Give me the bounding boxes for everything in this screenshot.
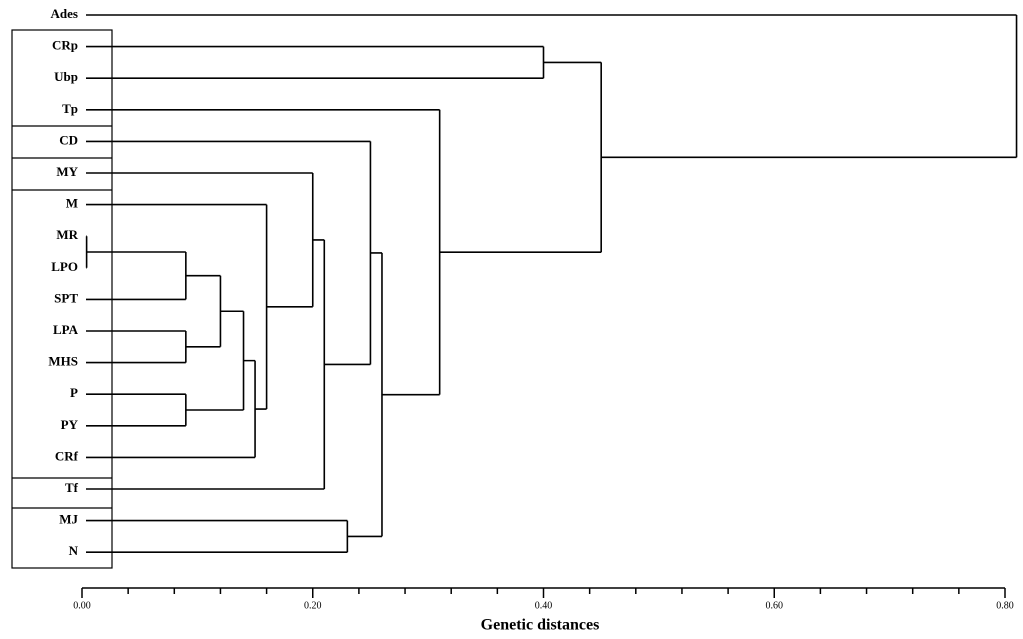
leaf-label: CRf: [55, 448, 79, 463]
leaf-label: CD: [59, 132, 78, 147]
merge-link: [86, 519, 349, 553]
leaf-label: Tf: [65, 480, 79, 495]
leaf-label: LPA: [53, 322, 79, 337]
leaf-label: MHS: [48, 354, 78, 369]
merge-link: [185, 310, 245, 411]
x-tick-label: 0.00: [73, 600, 91, 611]
leaf-label: MY: [56, 164, 78, 179]
merge-link: [439, 61, 602, 254]
merge-link: [86, 251, 187, 301]
x-tick-label: 0.20: [304, 600, 322, 611]
merge-link: [86, 203, 268, 410]
leaf-label: Ubp: [54, 69, 78, 84]
leaf-label: LPO: [51, 259, 78, 274]
merge-link: [185, 274, 222, 348]
merge-link: [86, 14, 1018, 159]
leaf-label: Tp: [62, 101, 78, 116]
leaf-label: SPT: [54, 290, 78, 305]
merge-link: [86, 45, 545, 79]
merge-link: [86, 172, 314, 308]
merge-link: [86, 359, 256, 459]
leaf-label: Ades: [51, 6, 78, 21]
leaf-label: M: [66, 196, 78, 211]
leaf-label: CRp: [52, 38, 78, 53]
merge-link: [85, 235, 88, 269]
merge-link: [86, 393, 187, 427]
x-axis-title: Genetic distances: [481, 617, 600, 634]
merge-link: [347, 252, 383, 538]
x-tick-label: 0.60: [766, 600, 784, 611]
x-tick-label: 0.80: [996, 600, 1014, 611]
merge-link: [86, 239, 326, 490]
leaf-label: PY: [61, 417, 79, 432]
leaf-label: N: [69, 543, 79, 558]
merge-link: [86, 330, 187, 364]
x-tick-label: 0.40: [535, 600, 553, 611]
leaf-label: MR: [56, 227, 78, 242]
leaf-label: MJ: [59, 512, 78, 527]
leaf-label: P: [70, 385, 78, 400]
